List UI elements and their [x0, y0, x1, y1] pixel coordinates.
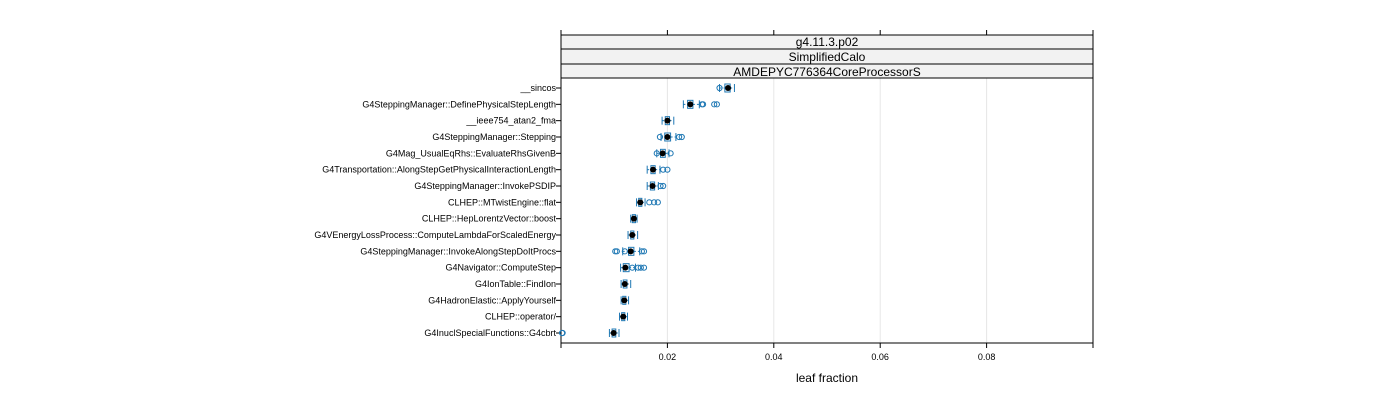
- category-label: G4HadronElastic::ApplyYourself: [428, 295, 556, 305]
- outlier-point: [657, 182, 664, 190]
- median-dot: [629, 232, 636, 238]
- box-0: [716, 83, 735, 93]
- median-dot: [627, 248, 634, 255]
- boxes: [558, 83, 735, 338]
- category-label: G4SteppingManager::Stepping: [432, 132, 556, 142]
- strip-label-1: g4.11.3.p02: [796, 35, 859, 49]
- median-dot: [621, 297, 628, 304]
- median-dot: [622, 264, 629, 271]
- outlier-point: [660, 182, 667, 190]
- category-labels: __sincosG4SteppingManager::DefinePhysica…: [314, 83, 556, 338]
- box-14: [619, 312, 628, 322]
- median-dot: [664, 134, 671, 140]
- outlier-point: [654, 199, 661, 206]
- outlier-point: [676, 133, 683, 141]
- axis-ticks: 0.02 0.04 0.06 0.08: [556, 30, 1094, 362]
- outlier-point: [716, 84, 723, 92]
- box-6: [646, 181, 667, 191]
- outlier-point: [621, 248, 628, 255]
- outlier-point: [653, 150, 660, 157]
- box-7: [636, 197, 661, 207]
- outlier-point: [667, 150, 674, 157]
- outlier-point: [637, 264, 644, 271]
- x-tick-label: 0.08: [978, 352, 996, 362]
- x-tick-label: 0.06: [871, 352, 889, 362]
- box-8: [630, 214, 638, 224]
- outlier-point: [613, 248, 620, 255]
- category-label: CLHEP::MTwistEngine::flat: [448, 197, 557, 207]
- median-dot: [610, 330, 617, 336]
- box-9: [627, 230, 639, 240]
- category-label: __ieee754_atan2_fma: [465, 116, 556, 126]
- strip-label-2: SimplifiedCalo: [789, 50, 866, 64]
- category-label: __sincos: [519, 83, 556, 93]
- outlier-point: [699, 101, 707, 108]
- outlier-point: [629, 264, 636, 271]
- category-label: G4Mag_UsualEqRhs::EvaluateRhsGivenB: [386, 148, 556, 158]
- median-dot: [637, 199, 644, 206]
- box-11: [620, 263, 648, 273]
- median-dot: [620, 313, 627, 320]
- box-4: [653, 148, 674, 158]
- median-dot: [725, 85, 732, 91]
- median-dot: [630, 215, 637, 222]
- category-label: G4SteppingManager::InvokeAlongStepDoItPr…: [360, 246, 556, 256]
- x-axis-title: leaf fraction: [796, 371, 858, 385]
- outlier-point: [635, 264, 642, 271]
- category-label: CLHEP::operator/: [485, 312, 557, 322]
- outlier-point: [660, 166, 667, 173]
- x-tick-label: 0.04: [765, 352, 783, 362]
- outlier-point: [638, 248, 645, 255]
- grid-lines: [666, 78, 988, 343]
- median-dot: [687, 101, 694, 108]
- box-12: [620, 279, 632, 289]
- category-label: G4SteppingManager::InvokePSDIP: [414, 181, 556, 191]
- strip-label-3: AMDEPYC776364CoreProcessorS: [733, 65, 920, 79]
- median-dot: [649, 183, 656, 189]
- plot-panel: [560, 77, 1094, 344]
- outlier-point: [678, 133, 685, 141]
- outlier-point: [656, 133, 664, 141]
- outlier-point: [640, 248, 648, 255]
- x-tick-label: 0.02: [659, 352, 677, 362]
- strip-group: g4.11.3.p02 SimplifiedCalo AMDEPYC776364…: [560, 34, 1094, 79]
- median-dot: [621, 281, 628, 287]
- box-13: [620, 295, 630, 305]
- category-label: G4VEnergyLossProcess::ComputeLambdaForSc…: [314, 230, 556, 240]
- box-10: [612, 246, 648, 256]
- category-label: G4IonTable::FindIon: [475, 279, 556, 289]
- median-dot: [650, 166, 657, 173]
- box-1: [682, 99, 720, 109]
- median-dot: [659, 150, 666, 157]
- box-2: [661, 116, 675, 126]
- outlier-point: [651, 199, 658, 206]
- outlier-point: [713, 101, 720, 108]
- category-label: G4Transportation::AlongStepGetPhysicalIn…: [322, 165, 556, 175]
- box-15: [558, 328, 620, 338]
- box-5: [646, 165, 671, 175]
- box-3: [656, 132, 685, 142]
- outlier-point: [711, 101, 718, 108]
- category-label: G4Navigator::ComputeStep: [445, 263, 556, 273]
- outlier-point: [664, 166, 671, 173]
- category-label: G4SteppingManager::DefinePhysicalStepLen…: [362, 99, 556, 109]
- median-dot: [664, 117, 671, 124]
- category-label: CLHEP::HepLorentzVector::boost: [422, 214, 557, 224]
- outlier-point: [640, 264, 648, 271]
- category-label: G4InuclSpecialFunctions::G4cbrt: [424, 328, 556, 338]
- outlier-point: [559, 329, 566, 337]
